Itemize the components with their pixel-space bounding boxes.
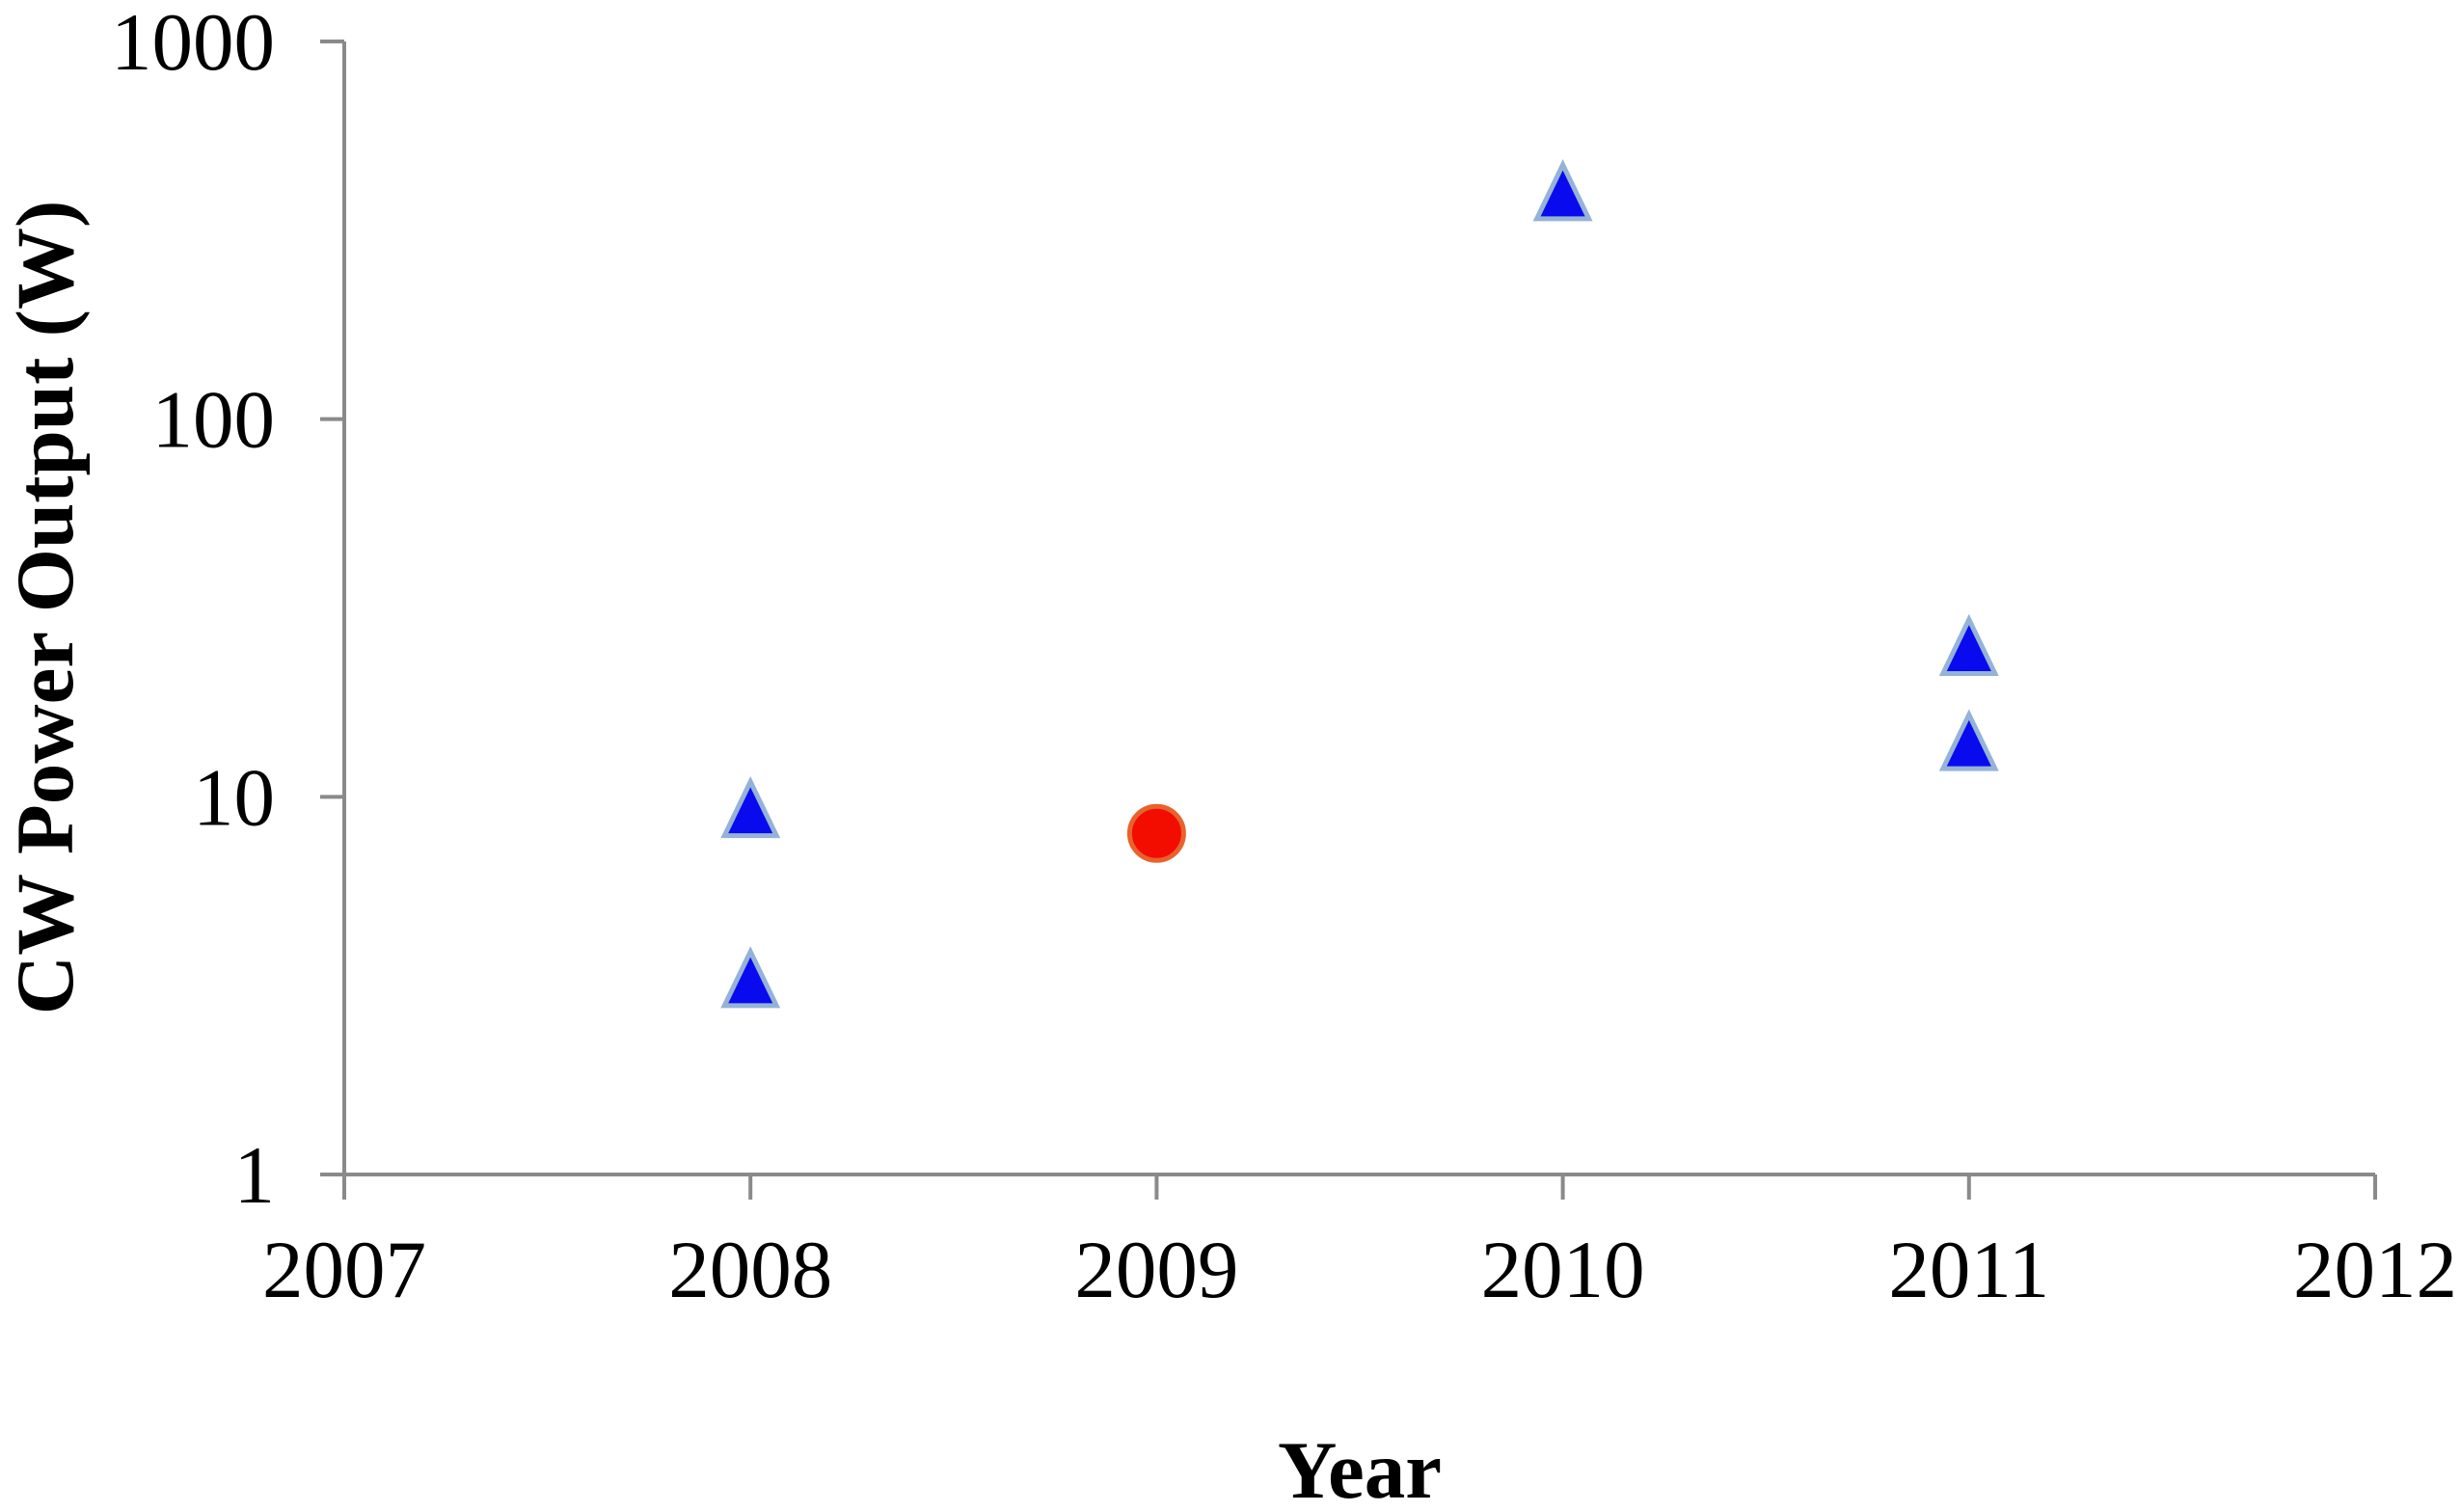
marker-triangle: [1938, 709, 1999, 771]
y-axis-tick-labels: 1 10 100 1000: [111, 0, 275, 1221]
x-tick-label: 2009: [1074, 1225, 1238, 1315]
x-tick-label: 2010: [1481, 1225, 1645, 1315]
x-tick-label: 2008: [668, 1225, 832, 1315]
marker-triangle: [720, 946, 781, 1009]
marker-triangle: [720, 775, 781, 839]
y-axis-title: CW Power Output (W): [0, 201, 91, 1014]
data-markers: [720, 159, 1999, 1009]
x-tick-label: 2012: [2293, 1225, 2457, 1315]
y-tick-label: 10: [193, 752, 275, 843]
y-tick-label: 1000: [111, 0, 275, 88]
marker-triangle: [1532, 159, 1593, 222]
x-tick-label: 2011: [1888, 1225, 2049, 1315]
y-tick-label: 100: [152, 375, 276, 466]
marker-circle: [1126, 803, 1186, 863]
x-axis-tick-labels: 2007 2008 2009 2010 2011 2012: [262, 1225, 2457, 1315]
y-tick-label: 1: [234, 1130, 276, 1221]
marker-triangle: [1938, 613, 1999, 676]
x-axis-title: Year: [1278, 1425, 1442, 1512]
x-tick-label: 2007: [262, 1225, 426, 1315]
axes: [320, 40, 2377, 1200]
